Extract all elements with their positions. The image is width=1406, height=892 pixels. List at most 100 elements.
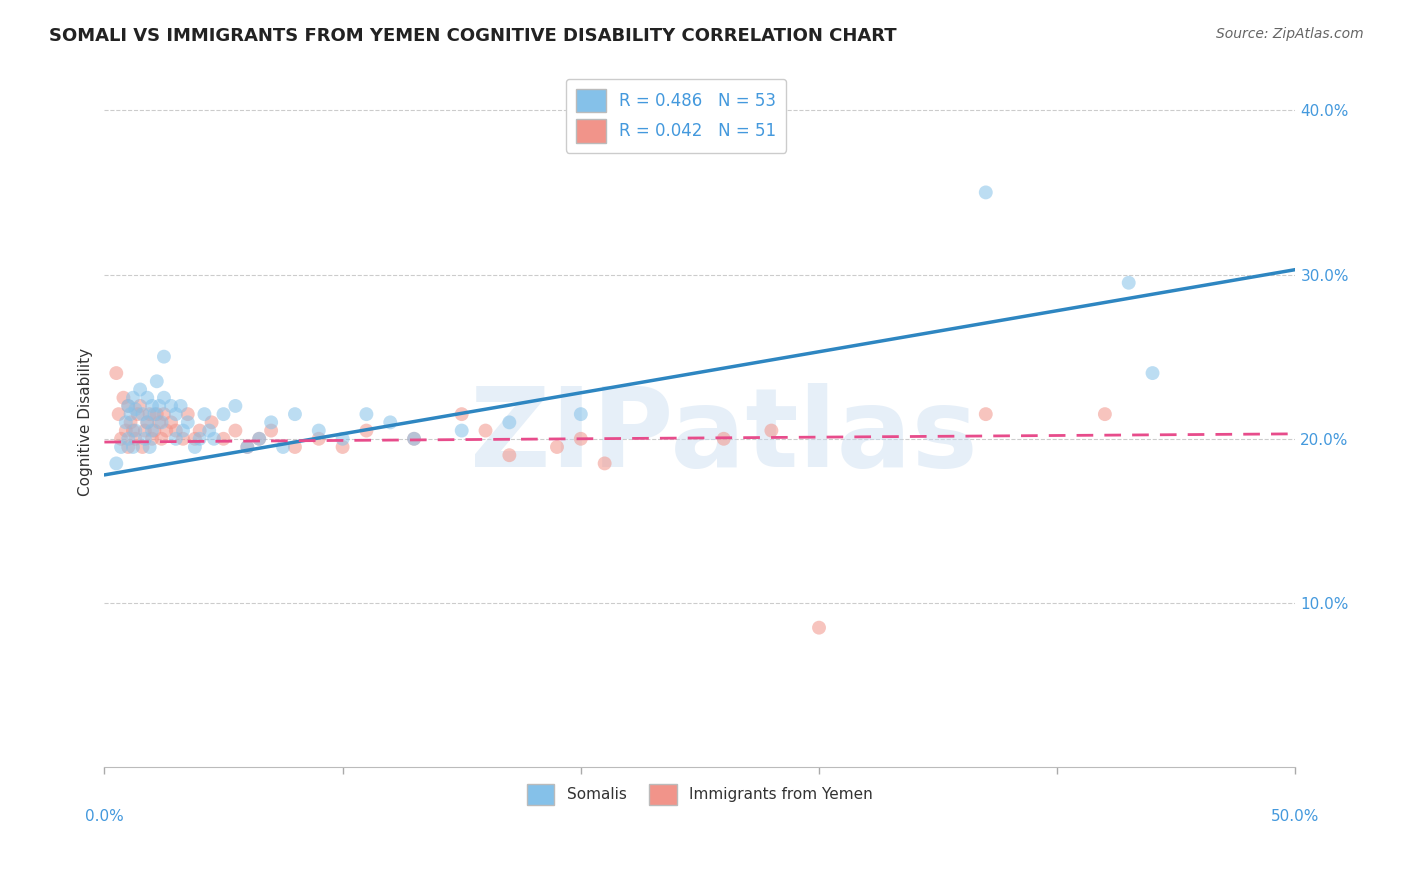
Point xyxy=(141,424,163,438)
Point xyxy=(974,407,997,421)
Point xyxy=(546,440,568,454)
Text: SOMALI VS IMMIGRANTS FROM YEMEN COGNITIVE DISABILITY CORRELATION CHART: SOMALI VS IMMIGRANTS FROM YEMEN COGNITIV… xyxy=(49,27,897,45)
Point xyxy=(356,424,378,438)
Point xyxy=(177,415,200,429)
Text: ZIPatlas: ZIPatlas xyxy=(470,383,977,490)
Point xyxy=(155,424,177,438)
Point xyxy=(120,415,142,429)
Point xyxy=(105,366,128,380)
Point xyxy=(143,424,166,438)
Point xyxy=(150,432,173,446)
Y-axis label: Cognitive Disability: Cognitive Disability xyxy=(79,348,93,497)
Point xyxy=(153,391,176,405)
Point xyxy=(224,424,246,438)
Point xyxy=(247,432,270,446)
Point xyxy=(332,440,354,454)
Point xyxy=(402,432,425,446)
Point xyxy=(236,440,259,454)
Point xyxy=(148,415,170,429)
Point xyxy=(141,432,163,446)
Point xyxy=(122,440,145,454)
Point xyxy=(188,424,211,438)
Point xyxy=(184,432,207,446)
Legend: Somalis, Immigrants from Yemen: Somalis, Immigrants from Yemen xyxy=(520,778,879,812)
Point xyxy=(212,407,235,421)
Point xyxy=(498,415,520,429)
Point xyxy=(124,424,146,438)
Point xyxy=(1142,366,1164,380)
Point xyxy=(332,432,354,446)
Point xyxy=(107,407,129,421)
Point xyxy=(224,399,246,413)
Point xyxy=(169,399,191,413)
Point xyxy=(284,440,307,454)
Point xyxy=(236,440,259,454)
Point xyxy=(114,424,136,438)
Point xyxy=(138,407,160,421)
Point xyxy=(177,407,200,421)
Point xyxy=(110,440,132,454)
Point xyxy=(127,407,149,421)
Point xyxy=(808,621,831,635)
Point xyxy=(284,407,307,421)
Point xyxy=(569,407,592,421)
Point xyxy=(271,440,294,454)
Point xyxy=(380,415,402,429)
Point xyxy=(402,432,425,446)
Point xyxy=(974,186,997,200)
Point xyxy=(569,432,592,446)
Point xyxy=(260,415,283,429)
Point xyxy=(165,424,187,438)
Point xyxy=(160,415,183,429)
Point xyxy=(141,399,163,413)
Point xyxy=(202,432,225,446)
Text: 50.0%: 50.0% xyxy=(1271,809,1320,823)
Point xyxy=(193,407,215,421)
Point xyxy=(136,415,159,429)
Point xyxy=(110,432,132,446)
Point xyxy=(713,432,735,446)
Point xyxy=(136,415,159,429)
Point xyxy=(117,399,139,413)
Point xyxy=(593,457,616,471)
Point xyxy=(129,383,152,397)
Point xyxy=(146,407,169,421)
Text: Source: ZipAtlas.com: Source: ZipAtlas.com xyxy=(1216,27,1364,41)
Point xyxy=(131,407,153,421)
Point xyxy=(131,440,153,454)
Point xyxy=(308,432,330,446)
Point xyxy=(198,424,221,438)
Point xyxy=(1094,407,1116,421)
Point xyxy=(172,424,194,438)
Point xyxy=(247,432,270,446)
Point xyxy=(134,424,156,438)
Point xyxy=(122,424,145,438)
Point xyxy=(356,407,378,421)
Point xyxy=(138,440,160,454)
Point xyxy=(1118,276,1140,290)
Point xyxy=(129,399,152,413)
Point xyxy=(188,432,211,446)
Point xyxy=(124,432,146,446)
Point xyxy=(260,424,283,438)
Point xyxy=(148,399,170,413)
Point xyxy=(114,415,136,429)
Point xyxy=(184,440,207,454)
Point xyxy=(172,432,194,446)
Point xyxy=(122,391,145,405)
Point xyxy=(117,432,139,446)
Point xyxy=(450,407,472,421)
Point xyxy=(112,391,135,405)
Point xyxy=(498,448,520,462)
Point xyxy=(153,407,176,421)
Point xyxy=(153,350,176,364)
Point xyxy=(212,432,235,446)
Point xyxy=(150,415,173,429)
Point xyxy=(105,457,128,471)
Point xyxy=(761,424,783,438)
Point xyxy=(120,407,142,421)
Point xyxy=(474,424,496,438)
Point xyxy=(143,407,166,421)
Point xyxy=(146,374,169,388)
Text: 0.0%: 0.0% xyxy=(84,809,124,823)
